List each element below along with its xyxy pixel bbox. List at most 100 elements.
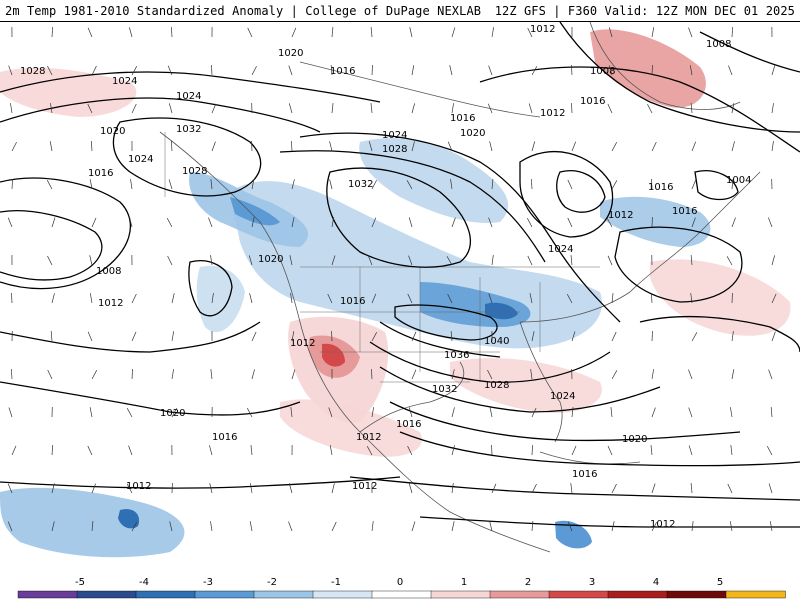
wind-barb: [452, 218, 455, 227]
colorbar-segment: [608, 591, 668, 598]
isobar-label: 1008: [706, 39, 731, 50]
wind-barb: [172, 369, 174, 379]
wind-barb: [691, 483, 692, 493]
isobar-label: 1024: [176, 91, 201, 102]
wind-barb: [52, 217, 55, 227]
wind-barb: [612, 370, 617, 379]
wind-barb: [330, 179, 332, 189]
wind-barb: [612, 142, 617, 151]
wind-barb: [371, 103, 372, 113]
wind-barb: [210, 521, 212, 531]
isobar-label: 1024: [550, 391, 575, 402]
wind-barb: [247, 408, 252, 417]
map-title: 2m Temp 1981-2010 Standardized Anomaly |…: [5, 4, 481, 18]
wind-barb: [47, 256, 52, 265]
wind-barb: [92, 66, 96, 75]
wind-barb: [88, 28, 92, 37]
wind-barb: [689, 445, 692, 455]
wind-barb: [452, 27, 455, 37]
wind-barb: [692, 142, 696, 151]
wind-barb: [772, 255, 775, 265]
wind-barb: [692, 521, 693, 531]
colorbar-segment: [372, 591, 432, 598]
wind-barb: [52, 445, 53, 455]
wind-barb: [92, 484, 96, 493]
colorbar-segment: [549, 591, 609, 598]
wind-barb: [88, 446, 92, 455]
wind-barb: [289, 522, 292, 531]
wind-barb: [12, 446, 16, 455]
wind-barb: [452, 521, 454, 531]
wind-barb: [612, 180, 617, 189]
isobar-label: 1024: [382, 130, 407, 141]
colorbar-tick-label: 1: [461, 577, 467, 588]
wind-barb: [528, 256, 532, 265]
wind-barb: [167, 218, 172, 227]
isobar-label: 1024: [112, 76, 137, 87]
isobar-label: 1012: [98, 298, 123, 309]
wind-barb: [129, 27, 132, 37]
wind-barb: [211, 65, 212, 75]
isobar-label: 1008: [590, 66, 615, 77]
wind-barb: [252, 369, 255, 379]
isobar-label: 1020: [100, 126, 125, 137]
isobar-label: 1016: [396, 419, 421, 430]
isobar-label: 1020: [278, 48, 303, 59]
colorbar-tick-label: 0: [397, 577, 403, 588]
wind-barb: [168, 256, 172, 265]
wind-barb: [12, 142, 17, 151]
wind-barb: [250, 293, 252, 303]
wind-barb: [728, 484, 732, 493]
isobar-label: 1012: [530, 24, 555, 35]
wind-barb: [452, 103, 454, 113]
isobar-label: 1020: [258, 254, 283, 265]
wind-barb: [52, 27, 53, 37]
wind-barb: [532, 445, 533, 455]
colorbar-segment: [726, 591, 786, 598]
wind-barb: [330, 141, 332, 151]
wind-barb: [731, 445, 732, 455]
cold-anomaly-central-us: [230, 181, 602, 348]
isobar-label: 1028: [182, 166, 207, 177]
isobar-label: 1016: [672, 206, 697, 217]
wind-barb: [772, 332, 775, 341]
anomaly-map[interactable]: 1028 1024 1024 1020 1020 1016 1016 1012 …: [0, 22, 800, 572]
isobar-label: 1012: [290, 338, 315, 349]
colorbar-tick-label: -5: [75, 577, 85, 588]
wind-barb: [728, 66, 732, 75]
wind-barb: [531, 179, 532, 189]
wind-barb: [568, 180, 572, 189]
isobar-label: 1012: [540, 108, 565, 119]
wind-barb: [568, 218, 572, 227]
warm-anomaly-atlantic-east: [650, 259, 790, 335]
wind-barb: [11, 293, 12, 303]
wind-barb: [771, 407, 772, 417]
wind-barb: [652, 483, 655, 493]
isobar-label: 1032: [348, 179, 373, 190]
wind-barb: [612, 332, 616, 341]
wind-barb: [90, 407, 92, 417]
wind-barb: [372, 65, 373, 75]
isobar-label: 1012: [608, 210, 633, 221]
wind-barb: [410, 27, 412, 37]
isobar-label: 1016: [88, 168, 113, 179]
wind-barb: [532, 521, 533, 531]
wind-barb: [732, 369, 734, 379]
wind-barb: [409, 217, 412, 227]
colorbar-segment: [195, 591, 255, 598]
colorbar-tick-label: -3: [203, 577, 213, 588]
wind-barb: [490, 407, 492, 417]
wind-barb: [571, 103, 572, 113]
wind-barb: [652, 408, 655, 417]
wind-barb: [92, 370, 97, 379]
wind-barb: [172, 293, 174, 303]
wind-barb: [208, 218, 212, 227]
wind-barb: [209, 445, 212, 455]
wind-barb: [730, 407, 732, 417]
isobar-label: 1016: [330, 66, 355, 77]
wind-barb: [252, 66, 257, 75]
isobar-label: 1016: [580, 96, 605, 107]
wind-barb: [767, 446, 772, 455]
colorbar-tick-label: -2: [267, 577, 277, 588]
wind-barb: [692, 180, 696, 189]
